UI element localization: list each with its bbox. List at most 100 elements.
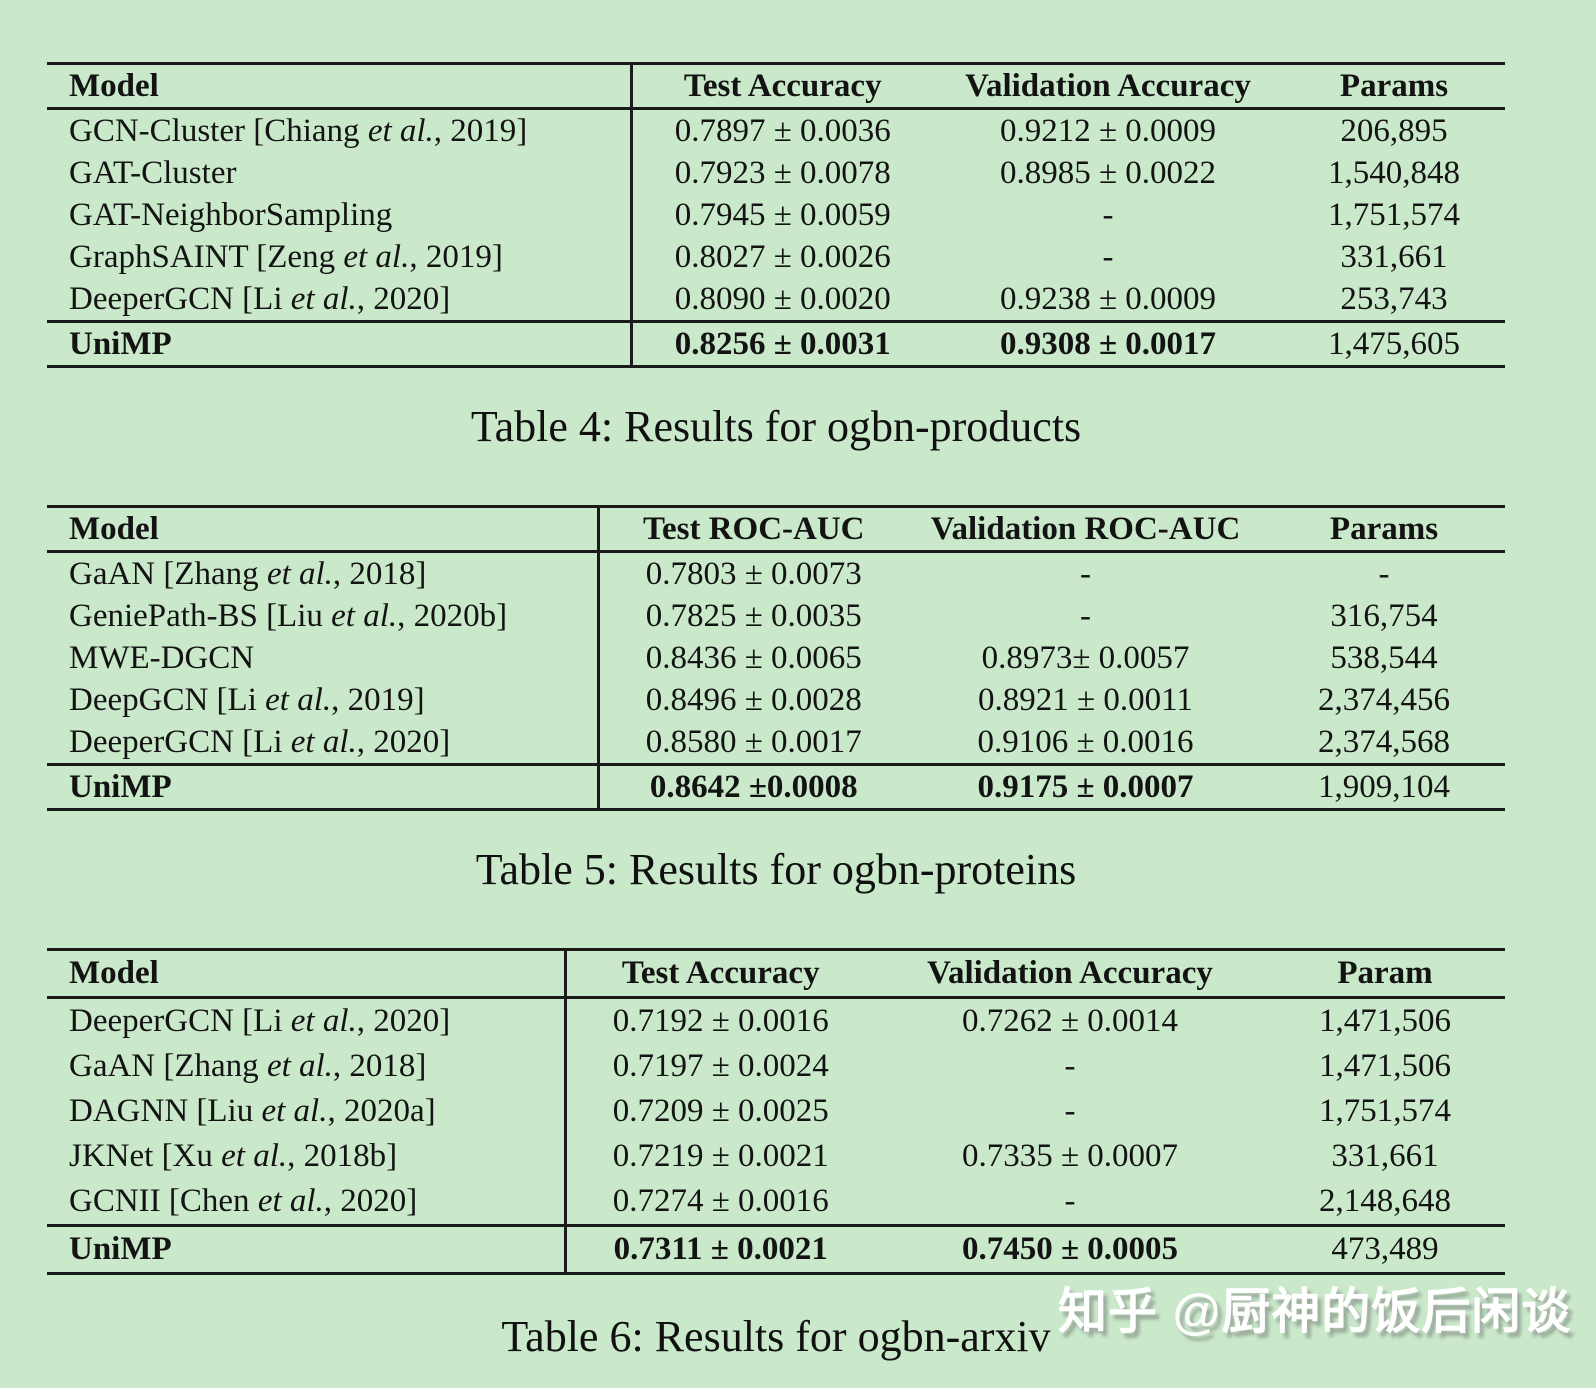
params-cell: 1,471,506 <box>1319 1048 1451 1084</box>
test-cell: 0.8027 ± 0.0026 <box>674 238 891 275</box>
column-header-model: Model <box>47 949 567 998</box>
params-cell: 2,374,456 <box>1318 681 1450 718</box>
table-row: GeniePath-BS [Liu et al., 2020b] 0.7825 ±… <box>47 595 1505 637</box>
column-header-validation-roc-auc: Validation ROC-AUC <box>930 510 1241 547</box>
params-cell: 316,754 <box>1330 597 1438 634</box>
results-table-ogbn-proteins: Model Test ROC-AUC Validation ROC-AUC Pa… <box>47 505 1505 811</box>
params-cell: 1,471,506 <box>1319 1003 1451 1039</box>
validation-cell: 0.7450 ± 0.0005 <box>961 1231 1179 1267</box>
test-cell: 0.7945 ± 0.0059 <box>674 196 891 233</box>
header-row: Model Test Accuracy Validation Accuracy … <box>47 949 1505 998</box>
column-header-test-accuracy: Test Accuracy <box>683 67 882 104</box>
test-cell: 0.8436 ± 0.0065 <box>645 639 862 676</box>
params-cell: 2,374,568 <box>1318 723 1450 760</box>
test-cell: 0.8642 ±0.0008 <box>649 768 858 805</box>
model-cell: MWE-DGCN <box>47 637 600 679</box>
results-table-ogbn-products: Model Test Accuracy Validation Accuracy … <box>47 62 1505 368</box>
test-cell: 0.7197 ± 0.0024 <box>612 1048 829 1084</box>
model-cell: JKNet [Xu et al., 2018b] <box>47 1134 567 1179</box>
params-cell: - <box>1378 555 1390 592</box>
results-table-ogbn-arxiv: Model Test Accuracy Validation Accuracy … <box>47 948 1505 1275</box>
params-cell: 331,661 <box>1331 1138 1439 1174</box>
test-cell: 0.7274 ± 0.0016 <box>612 1183 829 1219</box>
model-cell: GCNII [Chen et al., 2020] <box>47 1179 567 1226</box>
validation-cell: 0.7262 ± 0.0014 <box>961 1003 1179 1039</box>
params-cell: 1,751,574 <box>1319 1093 1451 1129</box>
params-cell: 1,751,574 <box>1328 196 1460 233</box>
validation-cell: 0.9308 ± 0.0017 <box>999 325 1217 362</box>
header-row: Model Test ROC-AUC Validation ROC-AUC Pa… <box>47 506 1505 552</box>
zhihu-watermark: 知乎 @厨神的饭后闲谈 <box>1058 1285 1572 1339</box>
column-header-params: Params <box>1339 67 1449 104</box>
table-row: GaAN [Zhang et al., 2018] 0.7803 ± 0.0073… <box>47 551 1505 595</box>
test-cell: 0.8496 ± 0.0028 <box>645 681 862 718</box>
params-cell: 331,661 <box>1340 238 1448 275</box>
model-cell: DeeperGCN [Li et al., 2020] <box>47 278 633 322</box>
params-cell: 253,743 <box>1340 280 1448 317</box>
table-row: GCNII [Chen et al., 2020] 0.7274 ± 0.0016… <box>47 1179 1505 1226</box>
test-cell: 0.8090 ± 0.0020 <box>674 280 891 317</box>
params-cell: 1,540,848 <box>1328 154 1460 191</box>
params-cell: 473,489 <box>1331 1231 1439 1267</box>
params-cell: 538,544 <box>1330 639 1438 676</box>
table-row: MWE-DGCN 0.8436 ± 0.0065 0.8973± 0.0057 538… <box>47 637 1505 679</box>
validation-cell: 0.8973± 0.0057 <box>981 639 1190 676</box>
table-row: JKNet [Xu et al., 2018b] 0.7219 ± 0.0021 0… <box>47 1134 1505 1179</box>
test-cell: 0.7825 ± 0.0035 <box>645 597 862 634</box>
test-cell: 0.8580 ± 0.0017 <box>645 723 862 760</box>
model-cell: UniMP <box>47 1225 567 1274</box>
test-cell: 0.8256 ± 0.0031 <box>674 325 891 362</box>
column-header-validation-accuracy: Validation Accuracy <box>927 955 1213 991</box>
table-row: GAT-Cluster 0.7923 ± 0.0078 0.8985 ± 0.002… <box>47 152 1505 194</box>
params-cell: 206,895 <box>1340 112 1448 149</box>
table-caption: Table 4: Results for ogbn-products <box>470 402 1082 451</box>
model-cell: GaAN [Zhang et al., 2018] <box>47 1044 567 1089</box>
table-row: GAT-NeighborSampling 0.7945 ± 0.0059 - 1,75… <box>47 194 1505 236</box>
model-cell: DAGNN [Liu et al., 2020a] <box>47 1089 567 1134</box>
model-cell: GAT-Cluster <box>47 152 633 194</box>
header-row: Model Test Accuracy Validation Accuracy … <box>47 63 1505 109</box>
params-cell: 1,909,104 <box>1318 768 1450 805</box>
test-cell: 0.7897 ± 0.0036 <box>674 112 891 149</box>
table-row: GaAN [Zhang et al., 2018] 0.7197 ± 0.0024… <box>47 1044 1505 1089</box>
table-body: GaAN [Zhang et al., 2018] 0.7803 ± 0.0073… <box>47 551 1505 810</box>
column-header-validation-accuracy: Validation Accuracy <box>965 67 1251 104</box>
model-cell: UniMP <box>47 764 600 810</box>
table-row: DeeperGCN [Li et al., 2020] 0.7192 ± 0.00… <box>47 997 1505 1044</box>
validation-cell: - <box>1102 196 1114 233</box>
table-row: UniMP 0.8642 ±0.0008 0.9175 ± 0.0007 1,909,… <box>47 764 1505 810</box>
column-header-param: Param <box>1337 955 1433 991</box>
model-cell: UniMP <box>47 321 633 367</box>
model-cell: GCN-Cluster [Chiang et al., 2019] <box>47 108 633 152</box>
validation-cell: 0.9175 ± 0.0007 <box>977 768 1194 805</box>
params-cell: 2,148,648 <box>1319 1183 1451 1219</box>
model-cell: DeeperGCN [Li et al., 2020] <box>47 997 567 1044</box>
table-row: DeeperGCN [Li et al., 2020] 0.8090 ± 0.00… <box>47 278 1505 322</box>
table-row: UniMP 0.8256 ± 0.0031 0.9308 ± 0.0017 1,475… <box>47 321 1505 367</box>
model-cell: DeeperGCN [Li et al., 2020] <box>47 721 600 765</box>
model-cell: GaAN [Zhang et al., 2018] <box>47 551 600 595</box>
test-cell: 0.7923 ± 0.0078 <box>674 154 891 191</box>
validation-cell: - <box>1064 1183 1076 1219</box>
model-cell: GAT-NeighborSampling <box>47 194 633 236</box>
test-cell: 0.7192 ± 0.0016 <box>612 1003 829 1039</box>
validation-cell: - <box>1080 555 1091 592</box>
column-header-model: Model <box>47 506 600 552</box>
model-cell: DeepGCN [Li et al., 2019] <box>47 679 600 721</box>
validation-cell: - <box>1080 597 1091 634</box>
table-row: DeepGCN [Li et al., 2019] 0.8496 ± 0.0028… <box>47 679 1505 721</box>
validation-cell: - <box>1064 1048 1076 1084</box>
validation-cell: 0.7335 ± 0.0007 <box>961 1138 1179 1174</box>
validation-cell: 0.9212 ± 0.0009 <box>999 112 1217 149</box>
validation-cell: - <box>1102 238 1114 275</box>
table-row: DAGNN [Liu et al., 2020a] 0.7209 ± 0.0025… <box>47 1089 1505 1134</box>
validation-cell: 0.9238 ± 0.0009 <box>999 280 1217 317</box>
validation-cell: 0.9106 ± 0.0016 <box>977 723 1194 760</box>
table-row: UniMP 0.7311 ± 0.0021 0.7450 ± 0.0005 473,4… <box>47 1225 1505 1274</box>
test-cell: 0.7219 ± 0.0021 <box>612 1138 829 1174</box>
validation-cell: 0.8921 ± 0.0011 <box>978 681 1193 718</box>
validation-cell: 0.8985 ± 0.0022 <box>999 154 1217 191</box>
table-row: GraphSAINT [Zeng et al., 2019] 0.8027 ± 0… <box>47 236 1505 278</box>
params-cell: 1,475,605 <box>1328 325 1460 362</box>
